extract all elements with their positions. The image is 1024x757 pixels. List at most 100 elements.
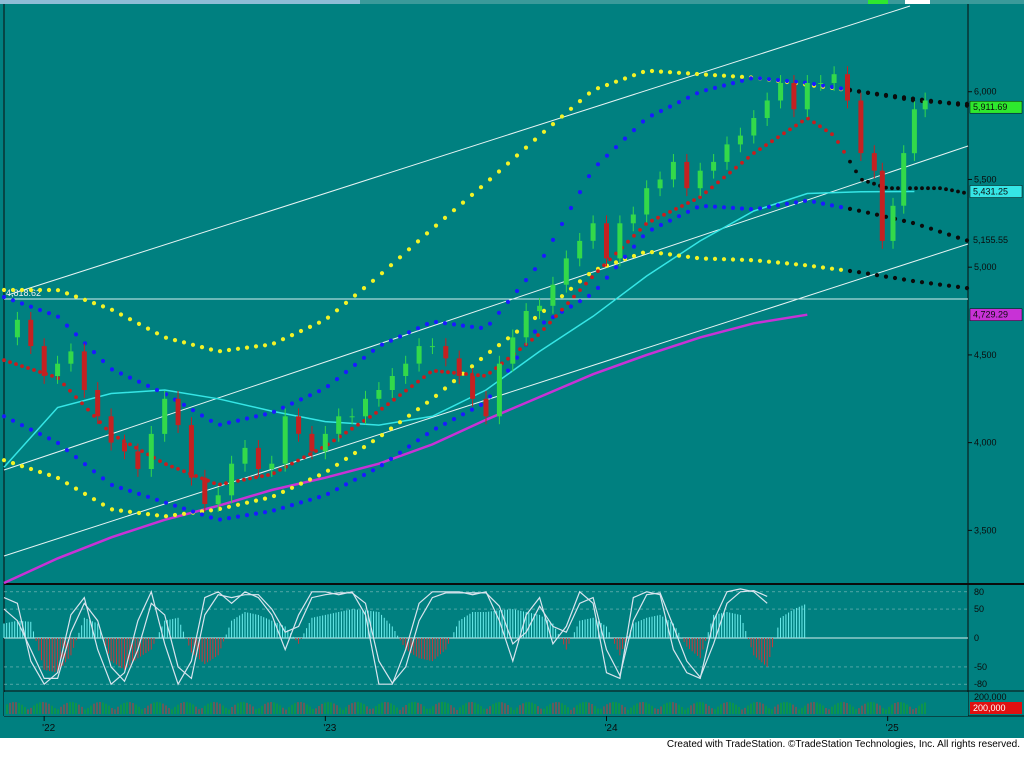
envelope-outer-lower-dot <box>181 511 187 516</box>
envelope-mid-dot <box>764 143 768 148</box>
envelope-outer-upper-dot <box>226 347 232 353</box>
envelope-inner-upper-dot <box>19 301 25 306</box>
envelope-inner-upper-dot <box>190 408 196 413</box>
osc-line-osc_k <box>3 588 768 686</box>
envelope-outer-lower-dot <box>928 281 934 286</box>
envelope-outer-lower-dot <box>946 283 952 288</box>
envelope-inner-lower-dot <box>964 238 970 243</box>
envelope-mid-dot <box>488 370 492 375</box>
envelope-outer-lower-dot <box>478 356 484 362</box>
envelope-mid-dot <box>818 124 822 129</box>
candle-body <box>697 170 703 189</box>
envelope-mid-dot <box>560 307 564 312</box>
envelope-outer-lower-dot <box>55 475 61 481</box>
envelope-outer-lower-dot <box>487 349 493 354</box>
envelope-mid-dot <box>908 186 912 191</box>
envelope-mid-dot <box>170 464 174 469</box>
envelope-inner-lower-dot <box>766 204 772 209</box>
envelope-inner-lower-dot <box>163 500 169 505</box>
envelope-inner-lower-dot <box>28 427 34 432</box>
envelope-outer-upper-dot <box>361 286 367 291</box>
envelope-mid-dot <box>680 204 684 208</box>
envelope-inner-lower-dot <box>505 368 511 373</box>
envelope-inner-lower-dot <box>181 506 187 511</box>
envelope-mid-dot <box>50 374 54 378</box>
envelope-outer-upper-dot <box>262 343 268 348</box>
envelope-inner-lower-dot <box>577 299 583 304</box>
envelope-mid-dot <box>236 479 240 483</box>
reference-line-label: 4,818.62 <box>6 288 41 298</box>
envelope-outer-lower-dot <box>118 508 124 513</box>
osc-tick-label: -50 <box>974 662 987 672</box>
envelope-inner-upper-dot <box>1 294 7 300</box>
envelope-inner-lower-dot <box>883 214 889 219</box>
envelope-inner-lower-dot <box>397 450 403 455</box>
envelope-mid-dot <box>704 190 708 195</box>
volume-background <box>4 692 968 716</box>
envelope-mid-dot <box>584 281 588 286</box>
envelope-inner-lower-dot <box>604 275 610 280</box>
envelope-inner-upper-dot <box>127 375 133 380</box>
candle-body <box>296 416 302 434</box>
envelope-mid-dot <box>140 449 144 453</box>
candle-body <box>456 358 462 376</box>
envelope-mid-dot <box>386 402 390 407</box>
envelope-outer-upper-dot <box>343 300 349 305</box>
candle-body <box>68 351 74 364</box>
envelope-inner-upper-dot <box>442 321 448 326</box>
envelope-outer-lower-dot <box>28 466 34 472</box>
envelope-inner-lower-dot <box>910 220 916 226</box>
candle-body <box>14 319 20 338</box>
envelope-mid-dot <box>824 128 828 133</box>
envelope-inner-lower-dot <box>10 418 16 423</box>
envelope-outer-lower-dot <box>820 265 826 270</box>
envelope-outer-upper-dot <box>82 297 88 302</box>
price-panel: 4,818.62 <box>1 5 970 585</box>
envelope-inner-upper-dot <box>856 89 862 94</box>
envelope-inner-upper-dot <box>829 84 835 90</box>
envelope-outer-upper-dot <box>658 69 664 74</box>
envelope-inner-upper-dot <box>28 304 34 309</box>
envelope-inner-lower-dot <box>829 203 835 208</box>
candle-body <box>496 363 502 417</box>
envelope-inner-upper-dot <box>838 86 844 91</box>
envelope-inner-upper-dot <box>568 205 574 211</box>
price-tick-label: 5,000 <box>974 262 997 272</box>
envelope-outer-lower-dot <box>658 251 664 256</box>
envelope-outer-lower-dot <box>289 485 295 490</box>
envelope-outer-lower-dot <box>406 413 412 418</box>
envelope-mid-dot <box>410 384 414 388</box>
axes: 6,000 5,500 5,000 4,500 4,000 3,500 80 50 0 -50 -8… <box>42 87 1006 734</box>
envelope-outer-lower-dot <box>955 284 961 289</box>
envelope-outer-upper-dot <box>190 342 196 347</box>
envelope-outer-lower-dot <box>829 266 835 271</box>
envelope-mid-dot <box>656 215 660 220</box>
candle-body <box>108 416 114 443</box>
envelope-mid-dot <box>92 414 96 418</box>
candle-body <box>617 223 623 259</box>
envelope-outer-upper-dot <box>127 317 133 322</box>
envelope-outer-upper-dot <box>406 247 412 252</box>
envelope-inner-lower-dot <box>208 515 214 520</box>
envelope-inner-lower-dot <box>757 206 763 211</box>
envelope-outer-upper-dot <box>37 287 43 293</box>
candle-body <box>523 311 529 338</box>
envelope-outer-lower-dot <box>244 500 250 505</box>
envelope-outer-lower-dot <box>469 364 475 369</box>
envelope-outer-lower-dot <box>712 256 718 261</box>
envelope-outer-lower-dot <box>703 256 709 261</box>
envelope-outer-upper-dot <box>280 337 286 342</box>
envelope-outer-upper-dot <box>685 71 691 76</box>
envelope-inner-upper-dot <box>793 79 799 84</box>
envelope-outer-lower-dot <box>730 257 736 262</box>
envelope-outer-lower-dot <box>46 472 52 477</box>
candle-body <box>376 390 382 399</box>
envelope-inner-upper-dot <box>955 101 961 106</box>
candle-body <box>162 398 168 434</box>
envelope-inner-lower-dot <box>199 512 205 517</box>
price-tag-box <box>969 308 1023 321</box>
candle-body <box>657 179 663 189</box>
envelope-inner-lower-dot <box>469 407 475 412</box>
envelope-outer-lower-dot <box>640 250 646 255</box>
envelope-inner-upper-dot <box>352 362 358 367</box>
